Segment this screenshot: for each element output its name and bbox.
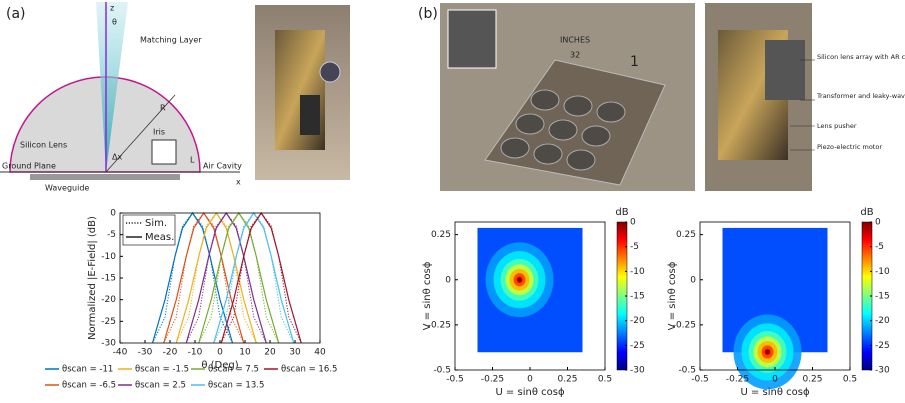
panel-label: (a) [6, 6, 26, 22]
legend-label: θscan = 2.5 [135, 381, 186, 391]
label: 1 [630, 54, 639, 70]
iris-box [152, 140, 176, 164]
photo-inset [448, 10, 496, 68]
callout: Lens pusher [817, 122, 857, 130]
colorbar-tick-label: -15 [630, 292, 645, 302]
label: Waveguide [45, 184, 89, 193]
x-tick-label: 0.5 [598, 375, 612, 385]
y-axis-label: V = sinθ cosϕ [667, 261, 678, 330]
legend-label: θscan = -6.5 [62, 381, 116, 391]
label: z [110, 4, 114, 13]
y-tick-label: 0.25 [676, 230, 696, 240]
x-tick-label: -0.5 [691, 375, 709, 385]
x-tick-label: 0 [217, 348, 223, 358]
colorbar-tick-label: -5 [630, 242, 639, 252]
label: Matching Layer [140, 36, 202, 45]
heatmap-peak [766, 350, 770, 354]
colorbar-tick-label: -30 [630, 366, 645, 376]
y-tick-label: -15 [101, 274, 116, 284]
callout: Transformer and leaky-wave cavity [816, 92, 905, 100]
x-tick-label: -40 [113, 348, 128, 358]
heatmap-peak [518, 278, 522, 282]
y-tick-label: -30 [101, 339, 116, 349]
x-tick-label: 20 [264, 348, 276, 358]
x-tick-label: -20 [163, 348, 178, 358]
legend-label: θscan = -1.5 [135, 365, 189, 375]
y-tick-label: 0 [690, 275, 696, 285]
y-tick-label: 0 [445, 275, 451, 285]
colorbar-label: dB [860, 207, 873, 218]
x-tick-label: -0.5 [446, 375, 464, 385]
y-tick-label: 0 [110, 209, 116, 219]
label: x [236, 178, 241, 187]
label: Ground Plane [2, 162, 56, 171]
colorbar-tick-label: -20 [875, 316, 890, 326]
x-tick-label: -0.25 [726, 375, 749, 385]
colorbar-tick-label: -25 [875, 341, 890, 351]
y-axis-label: Normalized |E-Field| (dB) [87, 216, 98, 340]
y-tick-label: -0.5 [678, 366, 696, 376]
callout: Silicon lens array with AR coating [817, 53, 905, 61]
callout: Piezo-electric motor [817, 143, 882, 151]
y-tick-label: 0.25 [431, 230, 451, 240]
x-tick-label: 0.25 [802, 375, 822, 385]
x-tick-label: 30 [289, 348, 301, 358]
figure: (a) Matching Layer R Silicon Lens Iris Δ… [0, 0, 905, 403]
x-tick-label: 0 [527, 375, 533, 385]
label: θ [112, 18, 117, 27]
x-tick-label: -30 [138, 348, 153, 358]
y-axis-label: V = sinθ cosϕ [422, 261, 433, 330]
y-tick-label: -5 [107, 230, 116, 240]
colorbar-tick-label: -5 [875, 242, 884, 252]
photo-b: (b) INCHES 32 1 [418, 3, 815, 191]
label: INCHES [560, 36, 590, 45]
style-legend-label: Sim. [145, 218, 167, 229]
y-tick-label: -25 [101, 317, 116, 327]
y-tick-label: -20 [101, 295, 116, 305]
photo-lens-array [765, 40, 805, 100]
y-tick-label: -0.5 [433, 366, 451, 376]
legend-label: θscan = 16.5 [281, 365, 337, 375]
panel-label: (b) [418, 6, 438, 22]
x-tick-label: 0.25 [557, 375, 577, 385]
x-tick-label: 0.5 [843, 375, 857, 385]
label: 32 [570, 51, 580, 60]
x-tick-label: -0.25 [481, 375, 504, 385]
x-axis-label: U = sinθ cosϕ [495, 387, 565, 398]
x-tick-label: 40 [314, 348, 326, 358]
x-tick-label: 0 [772, 375, 778, 385]
colorbar-tick-label: -10 [630, 267, 645, 277]
x-axis-label: U = sinθ cosϕ [740, 387, 810, 398]
photo-part [300, 95, 320, 135]
legend-label: θscan = 13.5 [208, 381, 264, 391]
y-tick-label: -10 [101, 252, 116, 262]
photo-lens [320, 62, 340, 82]
style-legend-label: Meas. [145, 232, 174, 243]
waveguide-bar [30, 174, 180, 180]
colorbar-label: dB [615, 207, 628, 218]
label: R [160, 104, 166, 113]
label: Silicon Lens [20, 141, 67, 150]
label: Iris [153, 128, 165, 137]
x-tick-label: 10 [239, 348, 251, 358]
label: L [190, 156, 195, 165]
label: Air Cavity [203, 162, 242, 171]
colorbar-tick-label: -15 [875, 292, 890, 302]
label: Δx [112, 153, 122, 162]
x-axis-label: θ (Deg) [201, 360, 238, 371]
colorbar-tick-label: -30 [875, 366, 890, 376]
colorbar-tick-label: -10 [875, 267, 890, 277]
legend-label: θscan = -11 [62, 365, 113, 375]
colorbar-tick-label: -25 [630, 341, 645, 351]
colorbar-tick-label: 0 [875, 218, 881, 228]
lens-diagram: (a) Matching Layer R Silicon Lens Iris Δ… [0, 2, 242, 193]
photo-a [255, 5, 350, 180]
colorbar-tick-label: 0 [630, 218, 636, 228]
colorbar-tick-label: -20 [630, 316, 645, 326]
x-tick-label: -10 [188, 348, 203, 358]
